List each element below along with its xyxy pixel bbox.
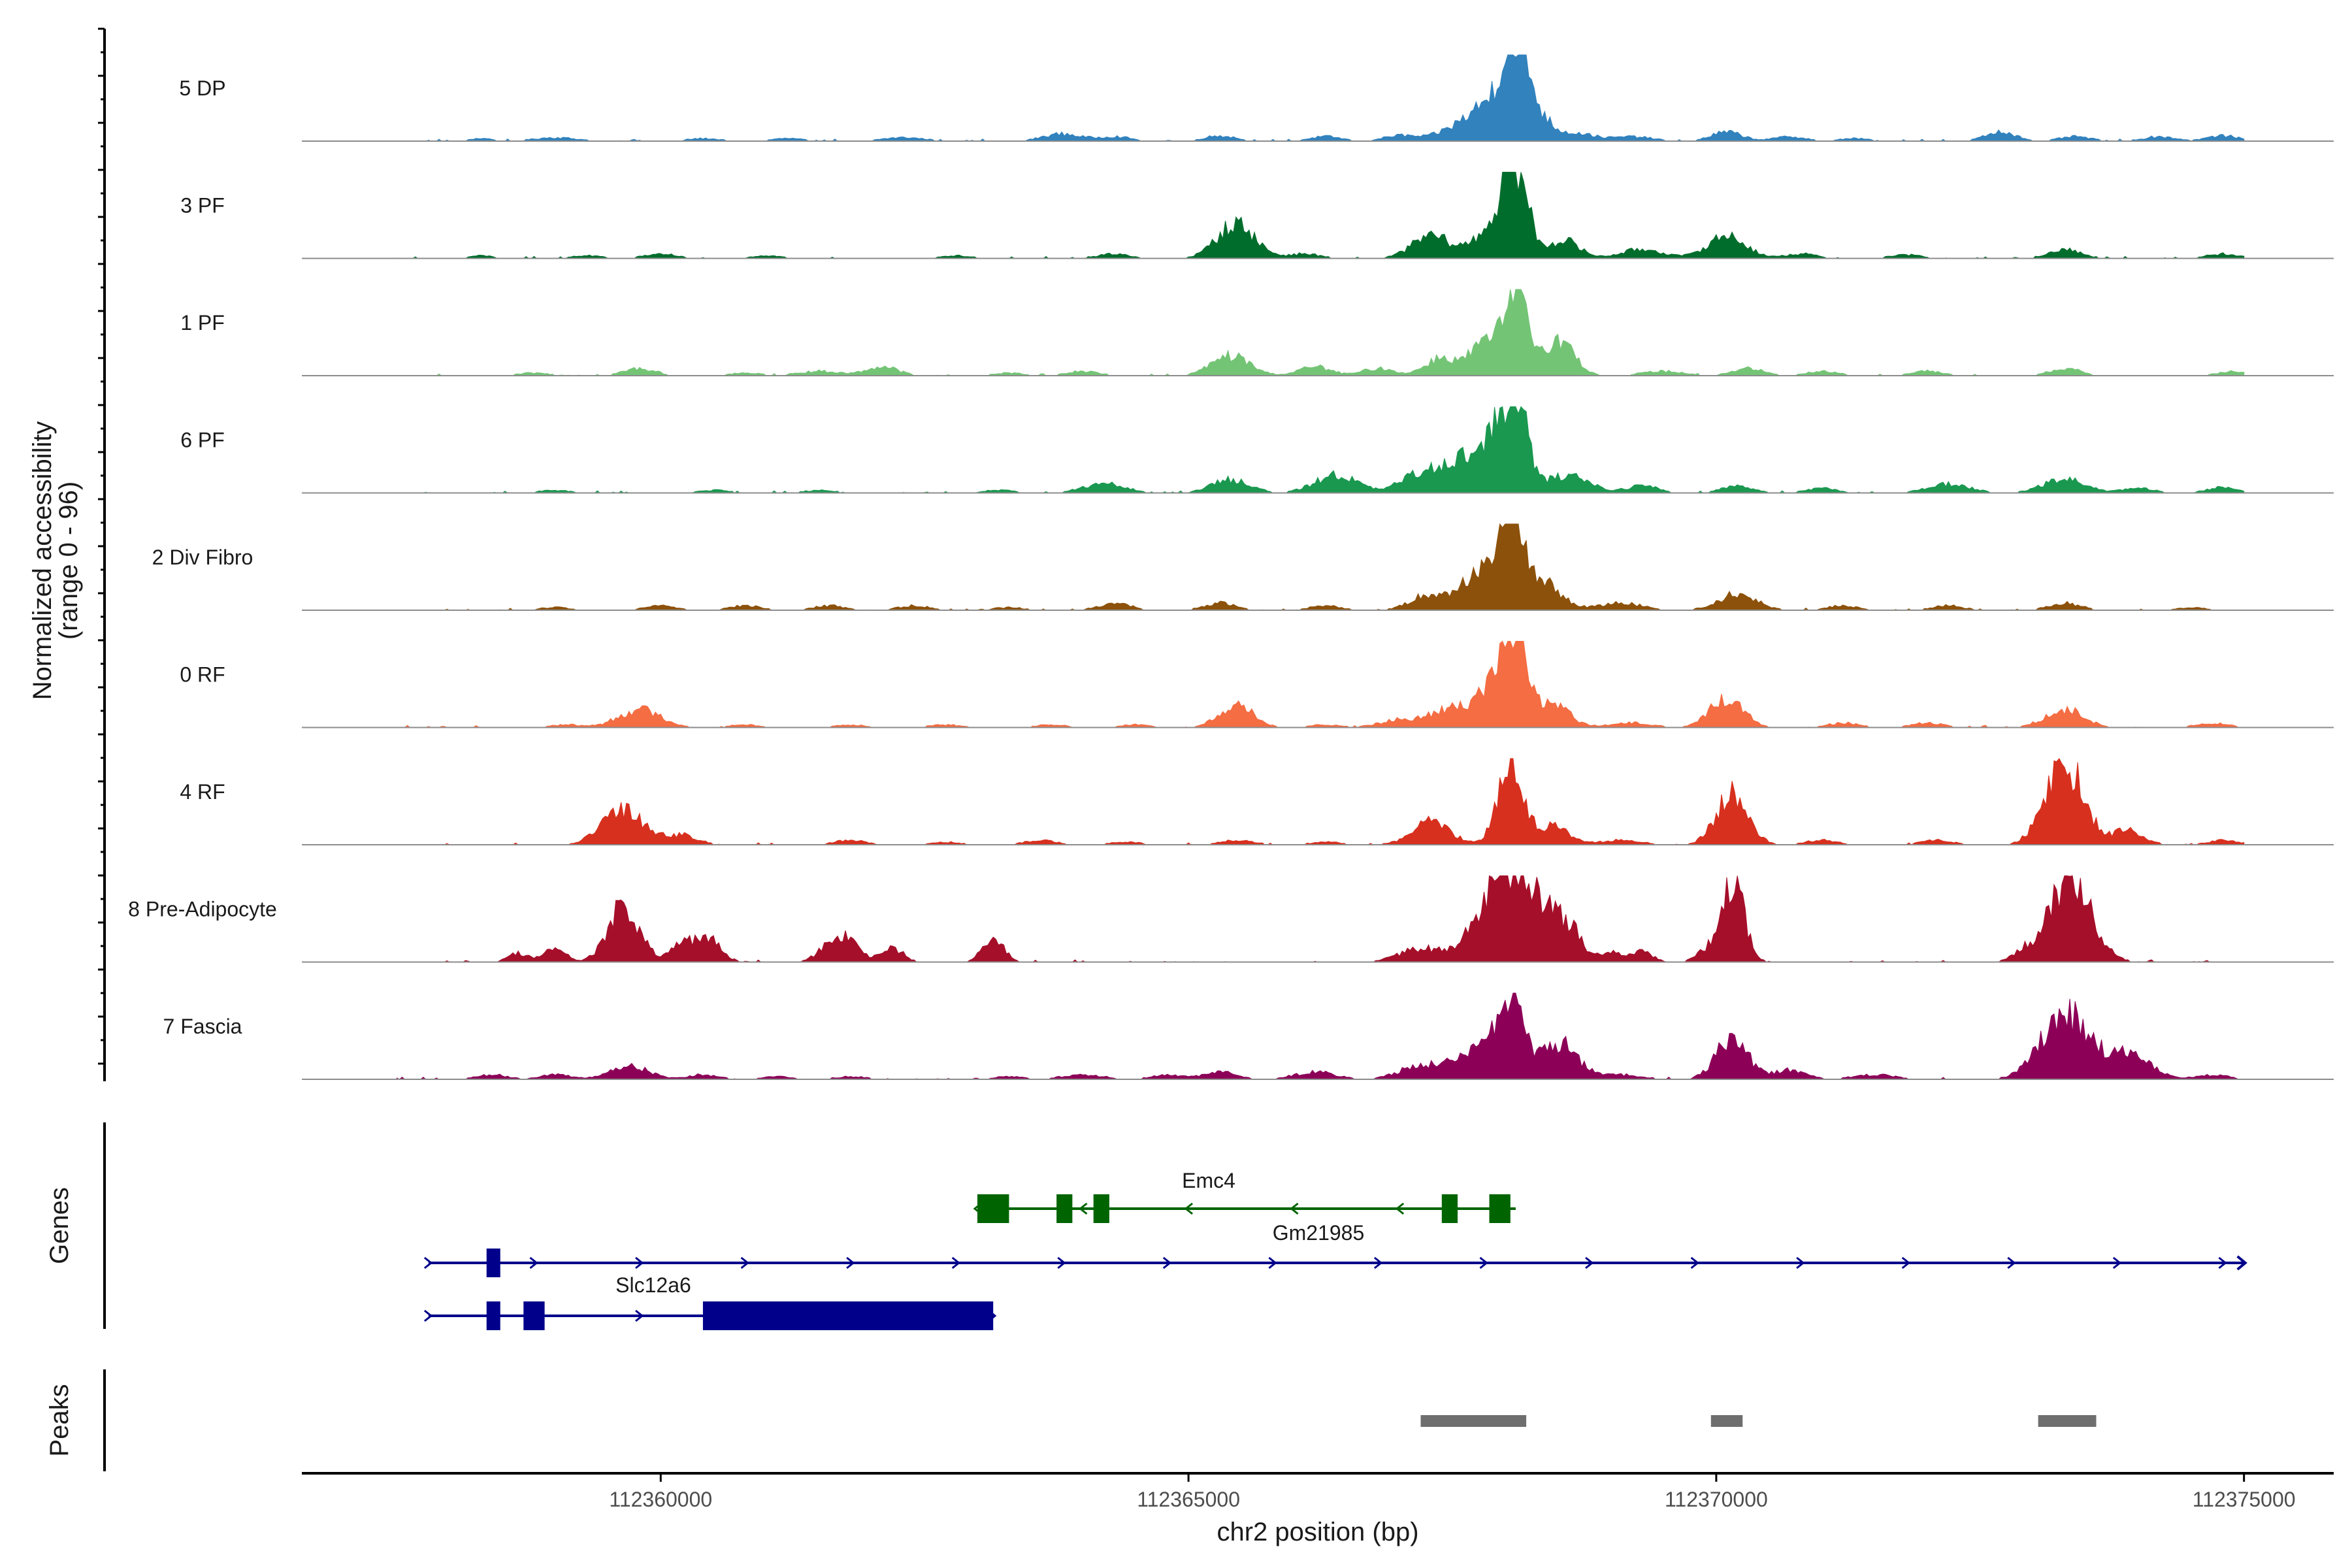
gene-label: Slc12a6 (615, 1273, 691, 1297)
gene-model: Emc4 (973, 1169, 1516, 1223)
strand-arrow-icon (529, 1256, 538, 1269)
coverage-track: 8 Pre-Adipocyte (128, 875, 2334, 963)
coverage-track: 1 PF (180, 289, 2334, 376)
coverage-track: 6 PF (180, 406, 2334, 494)
strand-arrow-icon (2007, 1256, 2016, 1269)
strand-arrow-icon (1290, 1202, 1299, 1215)
gene-model: Slc12a6 (423, 1273, 997, 1330)
coverage-track: 3 PF (180, 172, 2334, 259)
gene-label: Emc4 (1182, 1169, 1235, 1192)
strand-arrow-icon (1395, 1202, 1405, 1215)
peak-region (1420, 1415, 1527, 1427)
coverage-area (397, 523, 2244, 611)
track-label: 7 Fascia (163, 1015, 242, 1038)
strand-arrow-icon (1585, 1256, 1594, 1269)
track-label: 5 DP (179, 76, 225, 100)
x-tick-label: 112375000 (2193, 1488, 2296, 1511)
strand-arrow-icon (1268, 1256, 1277, 1269)
x-tick-label: 112360000 (609, 1488, 712, 1511)
coverage-axis (98, 27, 106, 1081)
strand-arrow-icon (846, 1256, 855, 1269)
strand-arrow-icon (1796, 1256, 1805, 1269)
coverage-track: 5 DP (179, 54, 2334, 142)
gene-exon (977, 1194, 1009, 1223)
coverage-area (397, 54, 2245, 142)
gene-exon (486, 1301, 500, 1330)
track-label: 2 Div Fibro (152, 546, 253, 569)
gene-label: Gm21985 (1273, 1221, 1365, 1245)
strand-arrow-icon (423, 1309, 433, 1322)
coverage-track: 7 Fascia (163, 992, 2334, 1080)
strand-arrow-icon (1479, 1256, 1488, 1269)
strand-arrow-icon (1057, 1256, 1066, 1269)
coverage-area (397, 758, 2245, 845)
strand-arrow-icon (740, 1256, 749, 1269)
gene-exon (1093, 1194, 1109, 1223)
strand-arrow-icon (1184, 1202, 1194, 1215)
x-tick-label: 112370000 (1665, 1488, 1768, 1511)
strand-arrow-icon (1162, 1256, 1172, 1269)
coverage-area (397, 172, 2245, 259)
strand-arrow-icon (1690, 1256, 1699, 1269)
strand-arrow-icon (423, 1256, 433, 1269)
track-label: 0 RF (180, 663, 225, 687)
gene-exon (1489, 1194, 1511, 1223)
gene-model: Gm21985 (423, 1221, 2247, 1277)
x-tick-label: 112365000 (1137, 1488, 1240, 1511)
coverage-track: 4 RF (180, 758, 2334, 845)
gene-exon (1056, 1194, 1073, 1223)
strand-arrow-icon (2218, 1256, 2227, 1269)
strand-arrow-icon (635, 1309, 644, 1322)
strand-arrow-icon (635, 1256, 644, 1269)
coverage-area (397, 875, 2244, 963)
coverage-track: 2 Div Fibro (152, 523, 2334, 611)
gene-exon (486, 1249, 500, 1277)
coverage-track: 0 RF (180, 640, 2334, 728)
gene-exon (1441, 1194, 1458, 1223)
gene-exon (702, 1301, 994, 1330)
coverage-tracks: 5 DP 3 PF 1 PF 6 PF 2 Div Fibro 0 RF 4 RF 8 Pre… (128, 54, 2334, 1080)
peaks-track: Peaks (45, 1369, 2097, 1471)
y-axis-title: Normalized accessibility (28, 421, 57, 700)
strand-arrow-icon (1079, 1202, 1088, 1215)
peaks-track-label: Peaks (45, 1384, 74, 1456)
track-label: 4 RF (180, 780, 225, 804)
genes-track-label: Genes (45, 1187, 74, 1264)
track-label: 1 PF (180, 311, 225, 335)
gene-exon (523, 1301, 545, 1330)
strand-arrow-icon (1373, 1256, 1383, 1269)
x-axis: chr2 position (bp) 112360000 112365000 112… (302, 1472, 2334, 1546)
genes-track: Genes Emc4 Gm21985 Slc12a6 (45, 1122, 2247, 1330)
peak-region (2038, 1415, 2097, 1427)
strand-arrow-icon (1901, 1256, 1911, 1269)
coverage-area (396, 992, 2244, 1080)
coverage-area (397, 406, 2245, 494)
peak-region (1710, 1415, 1743, 1427)
x-axis-title: chr2 position (bp) (1217, 1518, 1418, 1546)
track-label: 8 Pre-Adipocyte (128, 898, 277, 921)
coverage-area (397, 640, 2244, 728)
coverage-area (397, 289, 2245, 376)
track-label: 3 PF (180, 194, 225, 218)
track-label: 6 PF (180, 429, 225, 452)
y-axis-range: (range 0 - 96) (54, 482, 83, 640)
strand-arrow-icon (951, 1256, 961, 1269)
strand-arrow-icon (2112, 1256, 2122, 1269)
strand-end-icon (2236, 1255, 2247, 1271)
